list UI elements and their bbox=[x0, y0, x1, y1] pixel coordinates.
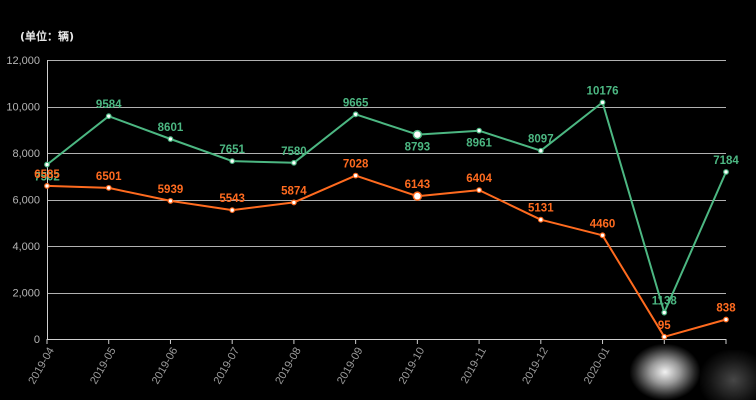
data-point[interactable] bbox=[229, 207, 236, 214]
y-tick-label: 0 bbox=[34, 334, 40, 346]
data-point[interactable] bbox=[352, 111, 359, 118]
data-point[interactable] bbox=[412, 191, 423, 201]
data-point[interactable] bbox=[599, 99, 606, 106]
data-label: 7502 bbox=[34, 172, 60, 184]
x-tick-label: 2019-12 bbox=[520, 345, 551, 386]
data-label: 838 bbox=[716, 303, 736, 315]
data-point[interactable] bbox=[476, 187, 482, 194]
data-label: 10176 bbox=[587, 85, 619, 97]
data-label: 5131 bbox=[528, 203, 554, 215]
x-tick-label: 2020-01 bbox=[582, 345, 613, 386]
data-point[interactable] bbox=[44, 161, 50, 168]
data-point[interactable] bbox=[352, 172, 359, 179]
data-point[interactable] bbox=[291, 199, 297, 206]
data-point[interactable] bbox=[537, 147, 544, 154]
y-tick-label: 6,000 bbox=[12, 195, 40, 207]
x-axis-labels: 2019-04 2019-05 2019-06 2019-07 2019-08 2019-… bbox=[26, 339, 727, 386]
x-tick-label: 2019-04 bbox=[26, 345, 57, 386]
series-0: 7502 9584 8601 7651 7580 9665 8793 8961 8097 1017… bbox=[34, 85, 739, 316]
data-point[interactable] bbox=[476, 127, 482, 134]
data-point[interactable] bbox=[723, 169, 729, 175]
y-tick-label: 2,000 bbox=[12, 288, 40, 300]
data-point[interactable] bbox=[661, 309, 668, 316]
data-point[interactable] bbox=[599, 232, 606, 239]
data-label: 6585 bbox=[34, 169, 60, 181]
x-tick-label: 2019-05 bbox=[88, 345, 119, 386]
data-point[interactable] bbox=[412, 129, 423, 140]
y-tick-label: 4,000 bbox=[12, 241, 40, 253]
data-point[interactable] bbox=[167, 136, 174, 142]
x-tick-label: 2019-08 bbox=[273, 345, 304, 386]
gridlines bbox=[47, 60, 726, 294]
data-label: 4460 bbox=[590, 218, 616, 230]
data-point[interactable] bbox=[105, 184, 112, 191]
data-label: 8961 bbox=[466, 138, 492, 150]
data-label: 7028 bbox=[343, 159, 369, 171]
data-label: 95 bbox=[658, 320, 671, 332]
y-tick-label: 8,000 bbox=[12, 148, 40, 160]
unit-label: (单位：辆) bbox=[20, 30, 75, 43]
data-label: 6501 bbox=[96, 171, 122, 183]
data-point[interactable] bbox=[291, 159, 297, 166]
data-label: 5939 bbox=[158, 184, 184, 196]
x-tick-label: 2019-10 bbox=[397, 345, 428, 386]
data-point[interactable] bbox=[167, 198, 174, 204]
data-label: 9584 bbox=[96, 99, 122, 111]
y-axis-labels: 0 2,000 4,000 6,000 8,000 10,000 12,000 bbox=[6, 55, 40, 346]
data-label: 7580 bbox=[281, 146, 307, 158]
data-label: 8793 bbox=[405, 142, 431, 154]
y-tick-label: 10,000 bbox=[6, 102, 40, 114]
x-tick-label: 2019-09 bbox=[335, 345, 366, 386]
data-label: 6143 bbox=[405, 179, 431, 191]
x-tick-label: 2019-11 bbox=[459, 345, 489, 385]
data-label: 8601 bbox=[158, 122, 184, 134]
data-label: 5543 bbox=[219, 193, 245, 205]
data-point[interactable] bbox=[537, 216, 544, 223]
series-1: 6585 6501 5939 5543 5874 7028 6143 6404 5131 4460… bbox=[34, 159, 736, 340]
series-line-0 bbox=[46, 101, 727, 314]
data-label: 7184 bbox=[713, 155, 739, 167]
data-point[interactable] bbox=[723, 316, 729, 323]
y-tick-label: 12,000 bbox=[6, 55, 40, 67]
data-label: 9665 bbox=[343, 97, 369, 109]
data-point[interactable] bbox=[44, 182, 50, 189]
data-label: 7651 bbox=[219, 144, 245, 156]
x-tick-label: 2019-07 bbox=[212, 345, 243, 386]
x-tick-label: 2019-06 bbox=[150, 345, 181, 386]
data-point[interactable] bbox=[229, 158, 236, 165]
data-label: 1138 bbox=[652, 296, 678, 308]
data-point[interactable] bbox=[105, 113, 112, 120]
data-label: 5874 bbox=[281, 185, 307, 197]
data-point[interactable] bbox=[661, 333, 668, 340]
series-line-1 bbox=[46, 174, 727, 338]
data-label: 8097 bbox=[528, 134, 554, 146]
data-label: 6404 bbox=[466, 173, 492, 185]
